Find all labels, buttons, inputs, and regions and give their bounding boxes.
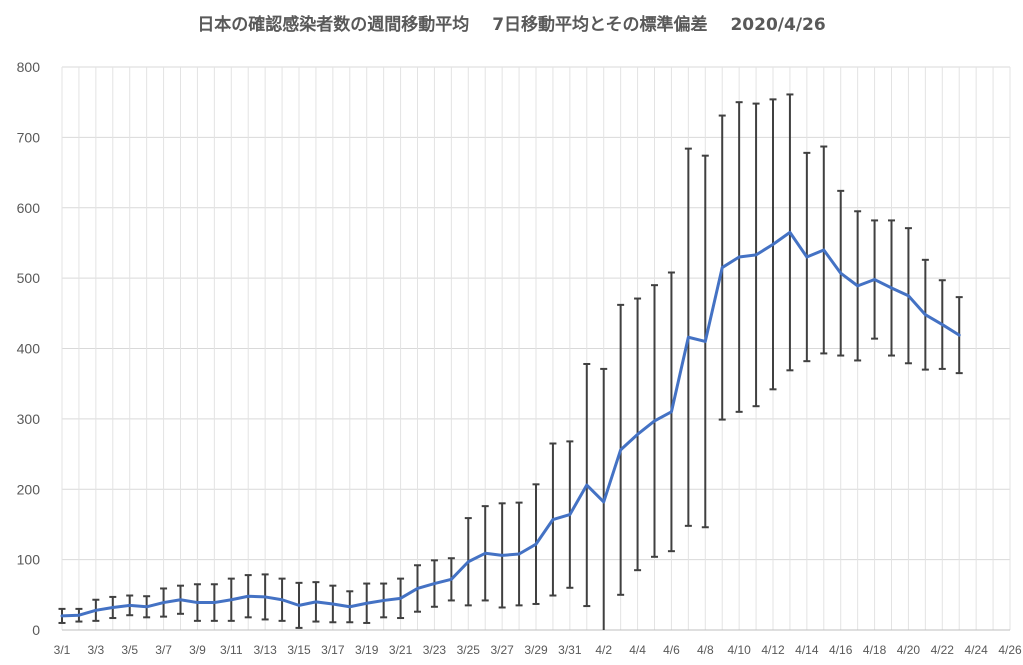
x-tick-label: 3/21	[389, 643, 413, 657]
y-tick-label: 0	[32, 622, 40, 638]
x-tick-label: 3/29	[524, 643, 548, 657]
x-tick-label: 4/12	[761, 643, 785, 657]
y-tick-label: 300	[17, 411, 41, 427]
y-tick-label: 200	[17, 481, 41, 497]
x-tick-label: 4/16	[829, 643, 853, 657]
x-tick-label: 3/11	[220, 643, 243, 657]
y-tick-label: 500	[17, 270, 41, 286]
y-tick-label: 600	[17, 200, 41, 216]
x-tick-label: 3/5	[121, 643, 138, 657]
series-line-path	[60, 230, 961, 618]
x-tick-label: 3/17	[321, 643, 345, 657]
x-tick-label: 4/8	[697, 643, 714, 657]
y-tick-label: 100	[17, 552, 41, 568]
x-tick-label: 3/15	[287, 643, 311, 657]
x-tick-label: 3/1	[54, 643, 71, 657]
x-tick-label: 4/24	[964, 643, 988, 657]
x-tick-label: 4/20	[897, 643, 921, 657]
x-tick-label: 3/19	[355, 643, 379, 657]
series-line	[60, 230, 961, 618]
data-points	[61, 232, 960, 616]
x-tick-label: 4/2	[595, 643, 612, 657]
x-tick-label: 4/22	[931, 643, 955, 657]
y-tick-label: 800	[17, 59, 41, 75]
x-tick-label: 3/23	[423, 643, 447, 657]
x-tick-label: 3/27	[490, 643, 514, 657]
x-tick-label: 3/31	[558, 643, 582, 657]
y-tick-label: 400	[17, 341, 41, 357]
x-tick-label: 4/4	[629, 643, 646, 657]
x-tick-label: 4/26	[998, 643, 1022, 657]
x-tick-label: 4/18	[863, 643, 887, 657]
x-tick-label: 4/6	[663, 643, 680, 657]
x-tick-label: 3/25	[457, 643, 481, 657]
error-bars	[58, 93, 963, 630]
x-tick-labels: 3/1 3/3 3/5 3/7 3/9 3/11 3/13 3/15 3/17 3/19 3/21 3…	[54, 643, 1022, 657]
y-tick-label: 700	[17, 129, 41, 145]
y-tick-labels: 0 100 200 300 400 500 600 700 800	[17, 59, 41, 638]
x-tick-label: 3/3	[88, 643, 105, 657]
x-tick-label: 3/9	[189, 643, 206, 657]
x-tick-label: 4/14	[795, 643, 819, 657]
chart-title: 日本の確認感染者数の週間移動平均 7日移動平均とその標準偏差 2020/4/26	[197, 15, 826, 35]
x-tick-label: 3/13	[253, 643, 277, 657]
x-tick-label: 4/10	[727, 643, 751, 657]
x-tick-label: 3/7	[155, 643, 172, 657]
